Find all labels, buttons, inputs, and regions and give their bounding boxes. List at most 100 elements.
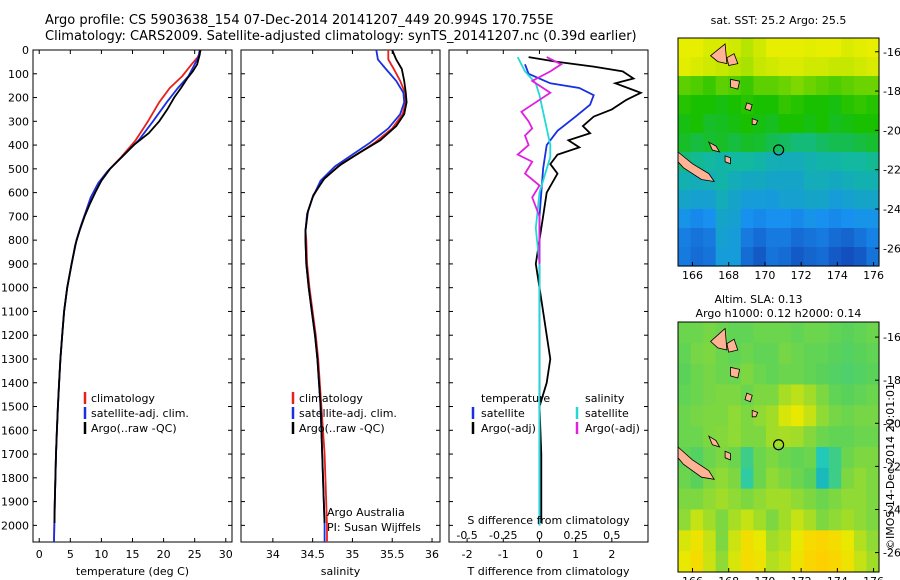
depth-tick-label: 1000 bbox=[1, 282, 29, 295]
x-tick-label: 35 bbox=[345, 548, 359, 561]
legend-label: satellite bbox=[481, 407, 525, 420]
map-cell bbox=[866, 363, 880, 386]
map-cell bbox=[791, 152, 805, 172]
map-cell bbox=[753, 322, 767, 344]
map-cell bbox=[828, 114, 842, 134]
map-cell bbox=[678, 384, 692, 406]
map-cell bbox=[816, 384, 830, 406]
map-cell bbox=[803, 133, 817, 153]
map-cell bbox=[828, 509, 842, 531]
map-cell bbox=[816, 426, 830, 448]
map-y-tick-label: -20 bbox=[883, 417, 900, 430]
map-cell bbox=[866, 190, 880, 210]
coast-mare bbox=[724, 450, 731, 461]
map-cell bbox=[690, 114, 704, 134]
map-cell bbox=[778, 509, 792, 531]
coast-erromango bbox=[744, 102, 753, 112]
map-y-tick-label: -24 bbox=[883, 203, 900, 216]
map-cell bbox=[765, 384, 780, 406]
map-cell bbox=[841, 467, 855, 490]
map-cell bbox=[803, 426, 817, 448]
imos-credit: ©IMOS 14-Dec-2014 20:01:01 bbox=[884, 383, 897, 550]
map-y-tick-label: -22 bbox=[883, 164, 900, 177]
coast-new-caledonia bbox=[677, 151, 716, 183]
map-cell bbox=[828, 488, 842, 511]
x-tick-label: 35.5 bbox=[380, 548, 405, 561]
map-cell bbox=[866, 133, 880, 153]
map-cell bbox=[678, 38, 692, 58]
map-cell bbox=[703, 509, 717, 531]
map-cell bbox=[791, 133, 805, 153]
coast-efate bbox=[730, 366, 741, 379]
map-cell bbox=[841, 114, 855, 134]
map-cell bbox=[753, 228, 767, 248]
map-cell bbox=[678, 405, 692, 427]
map-cell bbox=[740, 509, 754, 531]
map-cell bbox=[715, 551, 729, 573]
map-cell bbox=[791, 488, 805, 511]
depth-tick-label: 1900 bbox=[1, 496, 29, 509]
legend-label: climatology bbox=[91, 392, 155, 405]
map-cell bbox=[765, 209, 780, 229]
map-cell bbox=[828, 228, 842, 248]
map-cell bbox=[816, 76, 830, 96]
map-cell bbox=[728, 509, 742, 531]
annotation-line: PI: Susan Wijffels bbox=[327, 521, 421, 534]
map-cell bbox=[853, 405, 868, 427]
map-cell bbox=[841, 342, 855, 365]
map-cell bbox=[715, 488, 729, 511]
map-cell bbox=[866, 447, 880, 469]
x-tick-label: -1 bbox=[498, 548, 509, 561]
map-cell bbox=[816, 114, 830, 134]
map-cell bbox=[753, 152, 767, 172]
map-cell bbox=[740, 322, 754, 344]
map-cell bbox=[803, 530, 817, 552]
map-cell bbox=[728, 322, 742, 344]
x-tick-label: 5 bbox=[67, 548, 74, 561]
map-cell bbox=[841, 38, 855, 58]
map-cell bbox=[703, 209, 717, 229]
map-cell bbox=[765, 190, 780, 210]
map-cell bbox=[703, 488, 717, 511]
series-line bbox=[516, 56, 552, 526]
map-cell bbox=[841, 384, 855, 406]
x-tick-label: 34.5 bbox=[300, 548, 325, 561]
map-cell bbox=[678, 488, 692, 511]
map-cell bbox=[803, 57, 817, 77]
map-cell bbox=[828, 171, 842, 191]
x-tick-label: 34 bbox=[266, 548, 280, 561]
map-cell bbox=[791, 447, 805, 469]
map-cell bbox=[678, 57, 692, 77]
map-cell bbox=[803, 114, 817, 134]
map-cell bbox=[866, 247, 880, 267]
map-cell bbox=[853, 114, 868, 134]
map-cell bbox=[853, 209, 868, 229]
series-line bbox=[304, 49, 408, 524]
map-cell bbox=[765, 426, 780, 448]
map-cell bbox=[853, 95, 868, 115]
map-cell bbox=[728, 228, 742, 248]
map-cell bbox=[740, 247, 754, 267]
map-cell bbox=[753, 38, 767, 58]
map-cell bbox=[740, 133, 754, 153]
map-y-tick-label: -18 bbox=[883, 374, 900, 387]
map-cell bbox=[853, 363, 868, 386]
map-cell bbox=[803, 488, 817, 511]
map-cell bbox=[828, 447, 842, 469]
map-cell bbox=[841, 152, 855, 172]
map-cell bbox=[778, 95, 792, 115]
map-cell bbox=[816, 342, 830, 365]
map-cell bbox=[740, 488, 754, 511]
map-cell bbox=[828, 384, 842, 406]
sla-map: 166 168 170 172 174 176 -16 -18 -20 -22 -24 -26 Alti… bbox=[677, 293, 900, 580]
x-tick-label: -2 bbox=[462, 548, 473, 561]
map-cell bbox=[803, 152, 817, 172]
map-cell bbox=[753, 426, 767, 448]
map-cell bbox=[841, 57, 855, 77]
argo-location-marker bbox=[772, 439, 785, 451]
coast-mare bbox=[724, 155, 731, 165]
map-cell bbox=[740, 190, 754, 210]
map-x-tick-label: 170 bbox=[754, 269, 775, 282]
map-cell bbox=[853, 76, 868, 96]
coast-ambae bbox=[726, 338, 739, 353]
